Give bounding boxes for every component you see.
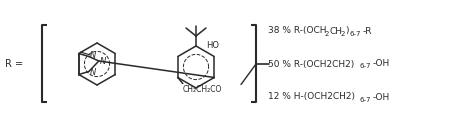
Text: 6-7: 6-7 <box>359 63 371 69</box>
Text: ): ) <box>345 27 349 35</box>
Text: -OH: -OH <box>373 93 390 102</box>
Text: CH: CH <box>329 27 342 35</box>
Text: 12 % H-(OCH2CH2): 12 % H-(OCH2CH2) <box>268 93 355 102</box>
Text: -OH: -OH <box>373 60 390 68</box>
Text: 50 % R-(OCH2CH2): 50 % R-(OCH2CH2) <box>268 60 354 68</box>
Text: 2: 2 <box>341 31 345 36</box>
Text: HO: HO <box>206 41 219 49</box>
Text: R =: R = <box>5 59 23 69</box>
Text: 6-7: 6-7 <box>359 96 371 103</box>
Text: CH₂CH₂CO: CH₂CH₂CO <box>183 84 222 93</box>
Text: 6-7: 6-7 <box>349 31 360 36</box>
Text: N: N <box>90 51 96 60</box>
Text: 38 % R-(OCH: 38 % R-(OCH <box>268 27 327 35</box>
Text: 2: 2 <box>325 31 329 36</box>
Text: N: N <box>90 68 96 77</box>
Text: -R: -R <box>363 27 373 35</box>
Text: N: N <box>100 57 106 65</box>
